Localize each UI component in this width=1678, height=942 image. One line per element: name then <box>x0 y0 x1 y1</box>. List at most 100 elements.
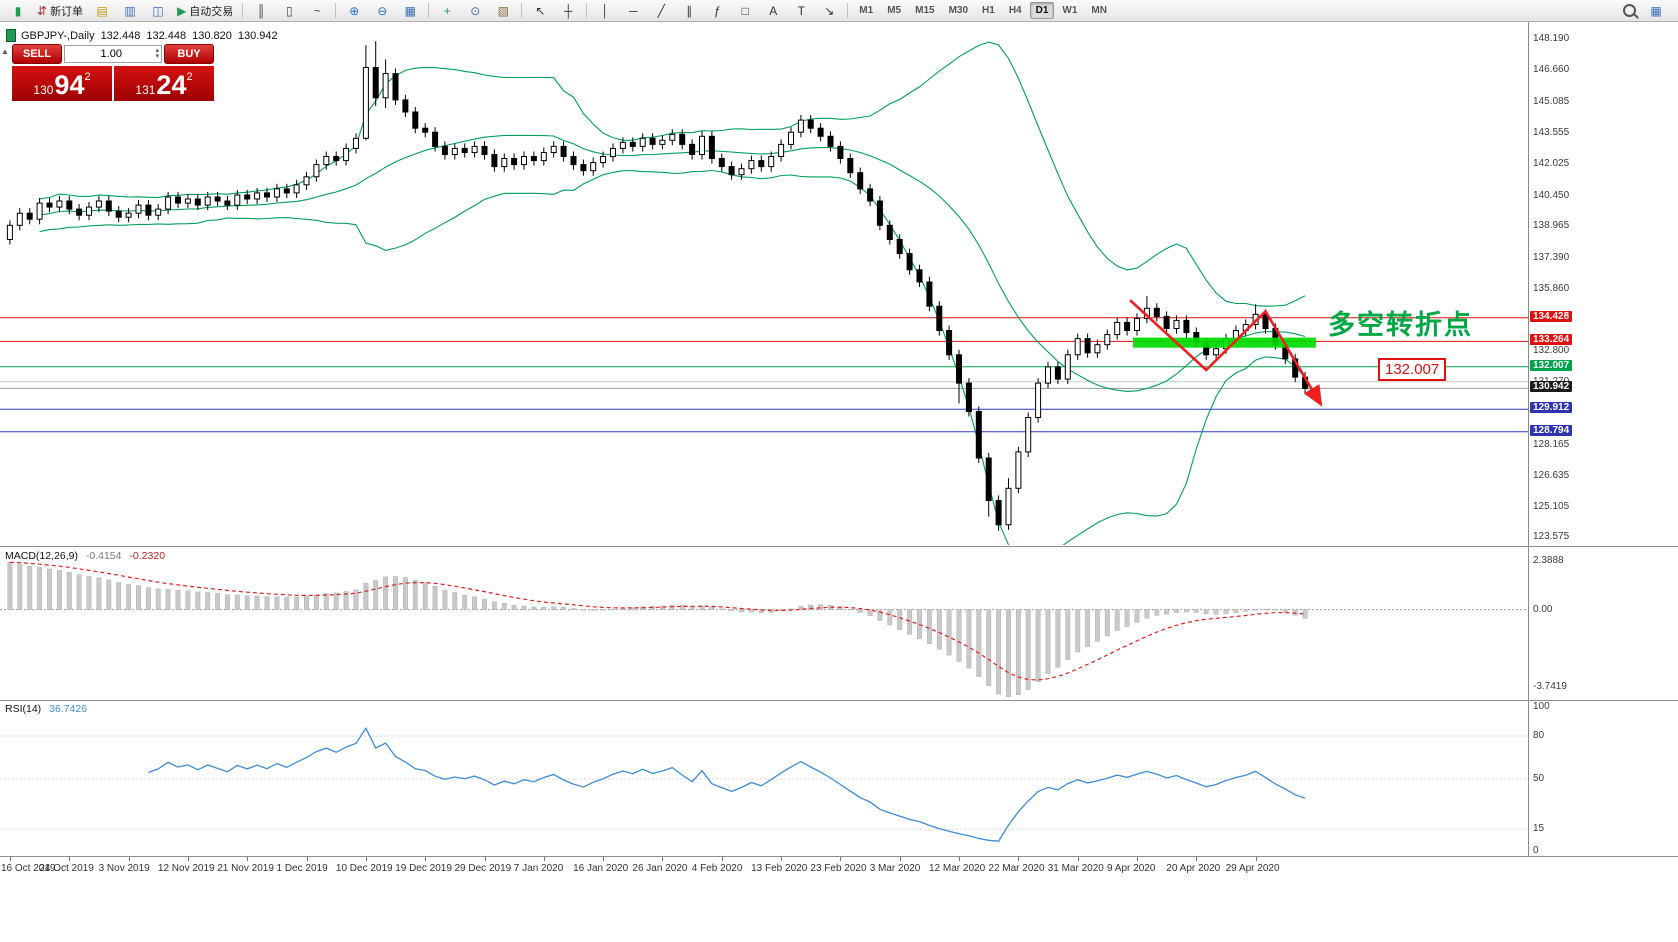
chart-profiles-icon[interactable]: ▤ <box>96 3 108 18</box>
date-label: 31 Mar 2020 <box>1047 863 1104 874</box>
date-label: 29 Dec 2019 <box>454 863 512 874</box>
buy-button[interactable]: BUY <box>164 44 214 64</box>
date-tick <box>1077 857 1079 861</box>
buy-price-prefix: 131 <box>135 83 156 97</box>
timeframe-w1-button[interactable]: W1 <box>1062 5 1078 16</box>
price-line-label: 129.912 <box>1530 402 1573 414</box>
buy-price[interactable]: 131 24 2 <box>114 66 214 101</box>
panel-divider[interactable] <box>0 700 1678 701</box>
date-label: 4 Feb 2020 <box>691 863 743 874</box>
date-label: 22 Mar 2020 <box>988 863 1045 874</box>
volume-field[interactable]: ▴ ▾ <box>64 45 162 63</box>
vertical-line-icon[interactable]: │ <box>601 3 610 18</box>
price-tick: 145.085 <box>1533 96 1570 108</box>
date-label: 29 Apr 2020 <box>1225 863 1280 874</box>
crosshair-icon[interactable]: ┼ <box>564 3 573 18</box>
timeframe-h4-button[interactable]: H4 <box>1008 5 1022 16</box>
date-tick <box>365 857 367 861</box>
chart-candles-icon[interactable]: ▯ <box>285 3 293 18</box>
price-tick: 131.270 <box>1533 376 1569 387</box>
channel-icon[interactable]: ∥ <box>686 3 693 18</box>
macd-panel-chart[interactable] <box>0 550 1528 698</box>
rsi-axis-tick: 80 <box>1533 730 1545 741</box>
app-icon[interactable]: ▮ <box>14 3 22 18</box>
zoom-in-icon[interactable]: ⊕ <box>349 3 360 18</box>
rsi-axis-tick: 15 <box>1533 823 1545 835</box>
new-order-icon[interactable]: ⇵ 新订单 <box>37 3 84 18</box>
collapse-widget-icon[interactable]: ▲ <box>1 47 9 56</box>
zoom-out-icon[interactable]: ⊖ <box>377 3 388 18</box>
bar-close: 130.942 <box>237 29 278 42</box>
search-icon[interactable] <box>1623 4 1636 17</box>
chart-bars-icon[interactable]: ║ <box>257 3 266 18</box>
price-chart[interactable] <box>0 25 1528 545</box>
macd-axis-tick: 0.00 <box>1533 603 1553 615</box>
periods-icon[interactable]: ⊙ <box>470 3 481 18</box>
date-axis: 16 Oct 2019 24 Oct 2019 3 Nov 2019 12 Nov 2… <box>0 857 1528 879</box>
toolbar-separator <box>586 3 588 18</box>
timeframe-d1-button[interactable]: D1 <box>1029 2 1055 19</box>
price-line-label: 130.942 <box>1530 381 1573 393</box>
arrows-tool-icon[interactable]: ↘ <box>824 3 835 18</box>
rsi-axis-tick: 0 <box>1533 844 1539 856</box>
cursor-icon[interactable]: ↖ <box>535 3 546 18</box>
date-tick <box>543 857 545 861</box>
volume-input[interactable] <box>67 47 156 61</box>
sell-button[interactable]: SELL <box>12 44 62 64</box>
chart-line-icon[interactable]: ~ <box>313 3 321 18</box>
timeframe-h1-button[interactable]: H1 <box>982 5 995 16</box>
volume-down-icon[interactable]: ▾ <box>155 53 159 60</box>
macd-axis-tick: 2.3888 <box>1533 554 1564 566</box>
fibonacci-icon[interactable]: ƒ <box>713 3 721 18</box>
date-label: 1 Dec 2019 <box>276 863 328 874</box>
tile-windows-icon[interactable]: ▦ <box>404 3 416 18</box>
rsi-panel-chart[interactable] <box>0 703 1528 855</box>
autotrade-icon[interactable]: ▶ 自动交易 <box>177 3 234 18</box>
price-level-annotation: 132.007 <box>1378 358 1447 381</box>
toolbox-icon[interactable]: ▦ <box>1650 3 1662 18</box>
text-label-icon[interactable]: T <box>797 3 805 18</box>
price-tick: 140.450 <box>1533 190 1570 201</box>
date-label: 3 Nov 2019 <box>98 863 150 874</box>
date-tick <box>899 857 901 861</box>
trendline-icon[interactable]: ╱ <box>657 3 665 18</box>
timeframe-m5-button[interactable]: M5 <box>887 5 902 16</box>
timeframe-m15-button[interactable]: M15 <box>915 5 935 16</box>
date-label: 16 Jan 2020 <box>573 863 629 874</box>
timeframe-m30-button[interactable]: M30 <box>948 5 969 16</box>
macd-header: MACD(12,26,9) -0.4154 -0.2320 <box>5 550 165 562</box>
price-tick: 126.635 <box>1533 469 1570 481</box>
indicators-icon[interactable]: + <box>443 3 451 18</box>
sell-price[interactable]: 130 94 2 <box>12 66 112 101</box>
date-tick <box>484 857 486 861</box>
text-icon[interactable]: A <box>769 3 778 18</box>
toolbar-separator <box>335 3 337 18</box>
timeframe-m1-button[interactable]: M1 <box>859 5 874 16</box>
market-watch-icon[interactable]: ▥ <box>124 3 136 18</box>
horizontal-line-icon[interactable]: ─ <box>629 3 638 18</box>
navigator-icon[interactable]: ◫ <box>152 3 164 18</box>
templates-icon[interactable]: ▧ <box>497 3 509 18</box>
date-label: 13 Feb 2020 <box>751 863 808 874</box>
rsi-axis-tick: 50 <box>1533 773 1545 784</box>
rsi-value: 36.7426 <box>49 703 88 715</box>
rsi-line <box>148 726 1306 842</box>
panel-divider[interactable] <box>0 546 1678 547</box>
price-axis: 148.190 146.660 145.085 143.555 142.025 140.4… <box>1529 22 1677 857</box>
support-highlight-box <box>1133 337 1316 348</box>
date-tick <box>721 857 723 861</box>
date-label: 12 Nov 2019 <box>157 863 215 874</box>
date-tick <box>9 857 11 861</box>
date-tick <box>1196 857 1198 861</box>
buy-price-big: 24 <box>156 70 187 100</box>
price-tick: 142.025 <box>1533 158 1570 170</box>
volume-up-icon[interactable]: ▴ <box>155 47 159 54</box>
shapes-icon[interactable]: □ <box>741 3 749 18</box>
timeframe-mn-button[interactable]: MN <box>1091 5 1107 16</box>
price-tick: 132.800 <box>1533 344 1570 356</box>
date-tick <box>781 857 783 861</box>
date-tick <box>1137 857 1138 861</box>
date-tick <box>425 857 427 861</box>
price-tick: 143.555 <box>1533 127 1570 139</box>
date-tick <box>128 857 130 861</box>
